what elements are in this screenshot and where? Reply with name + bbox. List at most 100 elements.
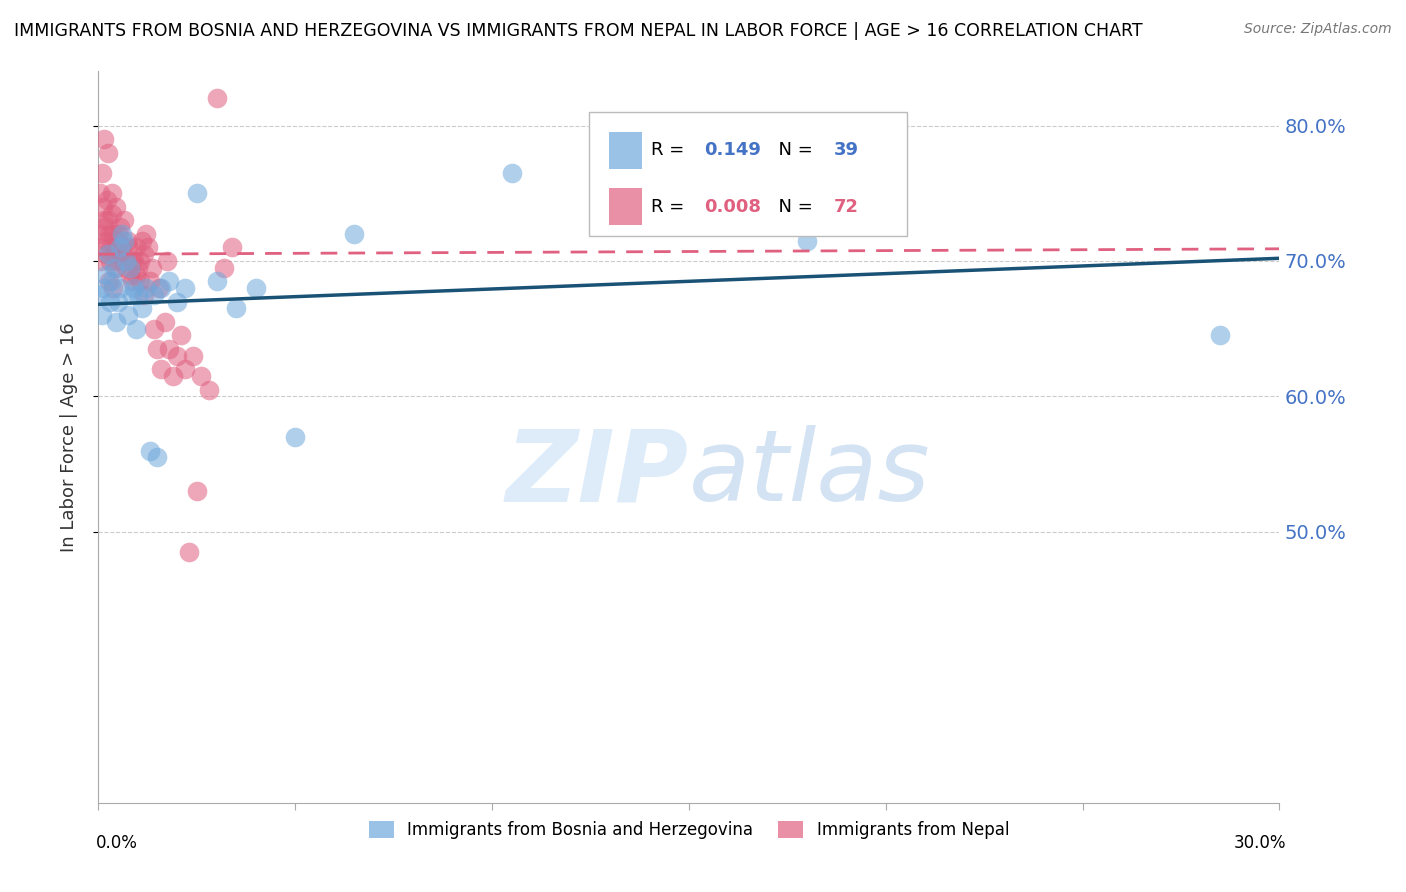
Text: ZIP: ZIP <box>506 425 689 522</box>
Text: R =: R = <box>651 141 690 160</box>
Point <box>131 301 153 316</box>
Point <box>157 342 180 356</box>
Point <box>101 227 124 241</box>
Point <box>122 254 145 268</box>
Point <box>132 288 155 302</box>
Point <box>118 268 141 282</box>
Point <box>186 484 208 499</box>
Point <box>221 240 243 254</box>
Point <box>97 247 120 261</box>
FancyBboxPatch shape <box>609 188 641 225</box>
Point <box>162 369 184 384</box>
FancyBboxPatch shape <box>589 112 907 235</box>
Point <box>121 254 143 268</box>
Point <box>205 91 228 105</box>
Point <box>156 254 179 268</box>
Point <box>117 234 139 248</box>
Point <box>104 247 127 261</box>
Point <box>128 254 150 268</box>
Point <box>93 220 115 235</box>
Point <box>245 281 267 295</box>
Text: atlas: atlas <box>689 425 931 522</box>
Point <box>105 234 128 248</box>
Point <box>89 186 111 201</box>
Point <box>157 274 180 288</box>
Point <box>166 294 188 309</box>
Point <box>796 234 818 248</box>
Point <box>142 322 165 336</box>
Point <box>136 240 159 254</box>
Point <box>166 349 188 363</box>
Text: 0.149: 0.149 <box>704 141 761 160</box>
Point <box>101 274 124 288</box>
Legend: Immigrants from Bosnia and Herzegovina, Immigrants from Nepal: Immigrants from Bosnia and Herzegovina, … <box>363 814 1015 846</box>
Point <box>103 240 125 254</box>
Point <box>96 268 118 282</box>
Point <box>146 342 169 356</box>
Point <box>127 288 149 302</box>
Point <box>91 240 114 254</box>
Point <box>132 247 155 261</box>
Text: Source: ZipAtlas.com: Source: ZipAtlas.com <box>1244 22 1392 37</box>
Point <box>89 227 111 241</box>
Point <box>125 240 148 254</box>
Point <box>108 220 131 235</box>
Point <box>112 213 135 227</box>
Point <box>107 294 129 309</box>
Point <box>127 260 149 275</box>
Text: 30.0%: 30.0% <box>1234 834 1286 852</box>
Point <box>89 288 111 302</box>
Point <box>103 281 125 295</box>
Point <box>98 254 121 268</box>
Point <box>205 274 228 288</box>
Point <box>155 315 177 329</box>
Point <box>197 383 219 397</box>
Point <box>111 240 134 254</box>
Point <box>96 193 118 207</box>
Point <box>131 234 153 248</box>
Point <box>93 213 115 227</box>
Point <box>98 274 121 288</box>
Point <box>125 322 148 336</box>
Point <box>97 227 120 241</box>
Point <box>117 240 139 254</box>
Point <box>343 227 366 241</box>
Point <box>142 288 165 302</box>
Point <box>94 247 117 261</box>
Point <box>107 227 129 241</box>
Point <box>122 281 145 295</box>
Text: N =: N = <box>766 141 818 160</box>
Point <box>101 186 124 201</box>
Point <box>108 247 131 261</box>
Point <box>118 260 141 275</box>
Point <box>108 281 131 295</box>
Point <box>214 260 236 275</box>
Point <box>138 443 160 458</box>
Point <box>146 450 169 465</box>
Point <box>121 288 143 302</box>
Point <box>1209 328 1232 343</box>
Point <box>90 254 112 268</box>
Point <box>125 268 148 282</box>
Point <box>117 308 139 322</box>
Point <box>104 260 127 275</box>
Point <box>174 362 197 376</box>
Point <box>91 200 114 214</box>
Text: N =: N = <box>766 197 818 216</box>
Point <box>121 274 143 288</box>
Point <box>108 240 131 254</box>
Point <box>128 274 150 288</box>
Point <box>150 362 173 376</box>
Point <box>225 301 247 316</box>
Point <box>93 132 115 146</box>
Point <box>101 206 124 220</box>
Point <box>100 240 122 254</box>
Point <box>284 430 307 444</box>
Point <box>177 545 200 559</box>
Text: 0.0%: 0.0% <box>96 834 138 852</box>
Point <box>148 281 170 295</box>
Point <box>97 213 120 227</box>
Point <box>105 200 128 214</box>
Point <box>115 260 138 275</box>
Point <box>105 254 128 268</box>
